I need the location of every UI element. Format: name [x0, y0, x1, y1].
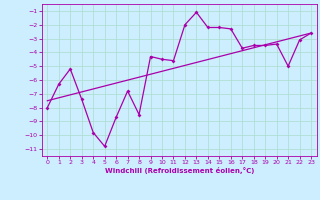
X-axis label: Windchill (Refroidissement éolien,°C): Windchill (Refroidissement éolien,°C)	[105, 167, 254, 174]
